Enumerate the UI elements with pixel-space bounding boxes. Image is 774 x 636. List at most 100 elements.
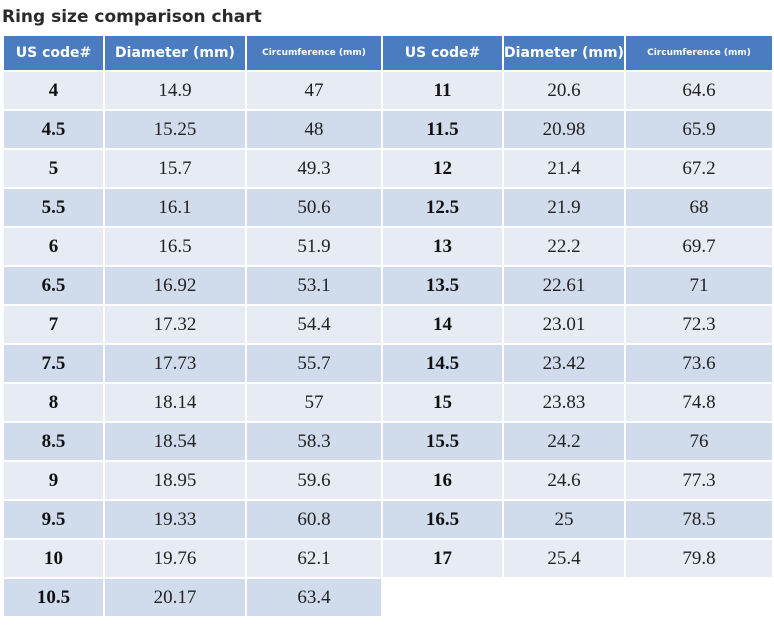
diameter-cell: 16.1	[103, 187, 247, 228]
header-diameter-left: Diameter (mm)	[103, 34, 247, 72]
table-row: 9.5 19.33 60.8 16.5 25 78.5	[2, 499, 774, 540]
circumference-cell: 74.8	[624, 382, 774, 423]
us-code-cell: 10	[2, 538, 105, 579]
us-code-cell: 13	[381, 226, 504, 267]
us-code-cell: 16.5	[381, 499, 504, 540]
table-row: 4.5 15.25 48 11.5 20.98 65.9	[2, 109, 774, 150]
diameter-cell: 18.95	[103, 460, 247, 501]
table-row: 7 17.32 54.4 14 23.01 72.3	[2, 304, 774, 345]
header-circumference-right: Circumference (mm)	[624, 34, 774, 72]
us-code-cell: 7.5	[2, 343, 105, 384]
header-us-code-left: US code#	[2, 34, 105, 72]
circumference-cell: 57	[245, 382, 383, 423]
header-diameter-right: Diameter (mm)	[502, 34, 626, 72]
table-row: 7.5 17.73 55.7 14.5 23.42 73.6	[2, 343, 774, 384]
table-row: 9 18.95 59.6 16 24.6 77.3	[2, 460, 774, 501]
circumference-cell: 78.5	[624, 499, 774, 540]
diameter-cell: 23.42	[502, 343, 626, 384]
table-row: 5 15.7 49.3 12 21.4 67.2	[2, 148, 774, 189]
circumference-cell: 53.1	[245, 265, 383, 306]
diameter-cell: 22.61	[502, 265, 626, 306]
diameter-cell: 18.54	[103, 421, 247, 462]
us-code-cell: 15.5	[381, 421, 504, 462]
diameter-cell: 25	[502, 499, 626, 540]
table-row: 6 16.5 51.9 13 22.2 69.7	[2, 226, 774, 267]
us-code-cell: 5.5	[2, 187, 105, 228]
header-us-code-right: US code#	[381, 34, 504, 72]
diameter-cell: 17.32	[103, 304, 247, 345]
table-row: 6.5 16.92 53.1 13.5 22.61 71	[2, 265, 774, 306]
diameter-cell: 17.73	[103, 343, 247, 384]
circumference-cell: 73.6	[624, 343, 774, 384]
us-code-cell: 8	[2, 382, 105, 423]
diameter-cell	[502, 577, 626, 618]
us-code-cell: 14	[381, 304, 504, 345]
diameter-cell: 25.4	[502, 538, 626, 579]
circumference-cell: 60.8	[245, 499, 383, 540]
diameter-cell: 23.83	[502, 382, 626, 423]
header-circumference-left: Circumference (mm)	[245, 34, 383, 72]
us-code-cell: 4	[2, 70, 105, 111]
circumference-cell: 67.2	[624, 148, 774, 189]
us-code-cell: 6	[2, 226, 105, 267]
us-code-cell: 11.5	[381, 109, 504, 150]
diameter-cell: 22.2	[502, 226, 626, 267]
us-code-cell: 8.5	[2, 421, 105, 462]
circumference-cell: 54.4	[245, 304, 383, 345]
us-code-cell: 5	[2, 148, 105, 189]
circumference-cell: 51.9	[245, 226, 383, 267]
table-row: 10.5 20.17 63.4	[2, 577, 774, 618]
diameter-cell: 23.01	[502, 304, 626, 345]
diameter-cell: 19.33	[103, 499, 247, 540]
circumference-cell: 76	[624, 421, 774, 462]
circumference-cell: 79.8	[624, 538, 774, 579]
us-code-cell: 9.5	[2, 499, 105, 540]
diameter-cell: 14.9	[103, 70, 247, 111]
diameter-cell: 21.9	[502, 187, 626, 228]
circumference-cell: 50.6	[245, 187, 383, 228]
circumference-cell: 77.3	[624, 460, 774, 501]
us-code-cell: 17	[381, 538, 504, 579]
circumference-cell: 72.3	[624, 304, 774, 345]
circumference-cell: 62.1	[245, 538, 383, 579]
diameter-cell: 15.7	[103, 148, 247, 189]
us-code-cell	[381, 577, 504, 618]
table-row: 10 19.76 62.1 17 25.4 79.8	[2, 538, 774, 579]
diameter-cell: 20.17	[103, 577, 247, 618]
us-code-cell: 12.5	[381, 187, 504, 228]
us-code-cell: 9	[2, 460, 105, 501]
diameter-cell: 24.6	[502, 460, 626, 501]
circumference-cell: 58.3	[245, 421, 383, 462]
us-code-cell: 14.5	[381, 343, 504, 384]
diameter-cell: 24.2	[502, 421, 626, 462]
circumference-cell: 69.7	[624, 226, 774, 267]
diameter-cell: 18.14	[103, 382, 247, 423]
us-code-cell: 15	[381, 382, 504, 423]
circumference-cell: 49.3	[245, 148, 383, 189]
diameter-cell: 19.76	[103, 538, 247, 579]
page-title: Ring size comparison chart	[2, 7, 262, 27]
us-code-cell: 13.5	[381, 265, 504, 306]
diameter-cell: 16.5	[103, 226, 247, 267]
table-row: 8 18.14 57 15 23.83 74.8	[2, 382, 774, 423]
circumference-cell: 64.6	[624, 70, 774, 111]
diameter-cell: 20.98	[502, 109, 626, 150]
us-code-cell: 12	[381, 148, 504, 189]
us-code-cell: 11	[381, 70, 504, 111]
circumference-cell: 68	[624, 187, 774, 228]
circumference-cell: 59.6	[245, 460, 383, 501]
circumference-cell: 65.9	[624, 109, 774, 150]
diameter-cell: 21.4	[502, 148, 626, 189]
ring-size-table: US code# Diameter (mm) Circumference (mm…	[2, 34, 774, 618]
us-code-cell: 4.5	[2, 109, 105, 150]
us-code-cell: 10.5	[2, 577, 105, 618]
us-code-cell: 7	[2, 304, 105, 345]
us-code-cell: 16	[381, 460, 504, 501]
us-code-cell: 6.5	[2, 265, 105, 306]
circumference-cell: 48	[245, 109, 383, 150]
table-row: 5.5 16.1 50.6 12.5 21.9 68	[2, 187, 774, 228]
circumference-cell: 47	[245, 70, 383, 111]
circumference-cell: 55.7	[245, 343, 383, 384]
circumference-cell: 71	[624, 265, 774, 306]
diameter-cell: 15.25	[103, 109, 247, 150]
